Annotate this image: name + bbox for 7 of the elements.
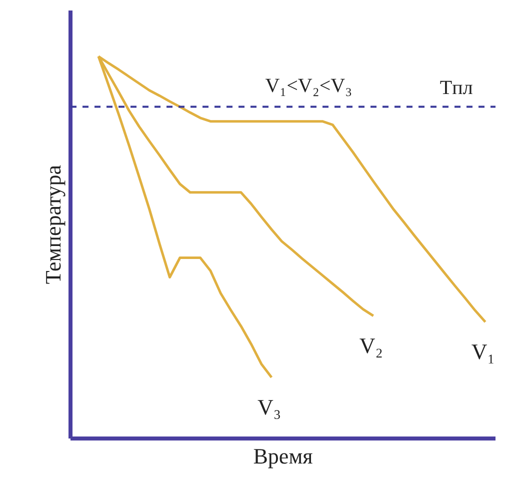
series-label: V₂	[359, 332, 383, 358]
series-label: V₁	[471, 338, 495, 364]
ref-line-label: Tпл	[440, 76, 473, 99]
y-axis-title: Температура	[40, 164, 66, 284]
annotation: V₁<V₂<V₃	[265, 74, 352, 97]
x-axis-title: Время	[253, 444, 313, 468]
series-label: V₃	[258, 394, 282, 420]
